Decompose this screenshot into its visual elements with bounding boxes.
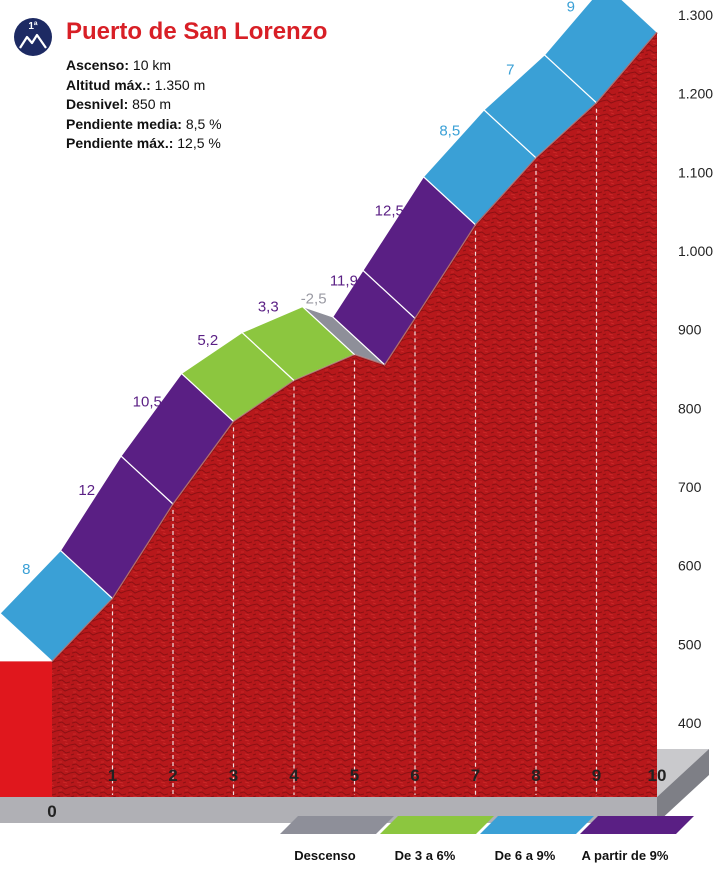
segment-gradient-label: 12 <box>78 482 95 499</box>
km-tick-label: 9 <box>592 766 601 785</box>
altitude-tick-label: 1.200 <box>678 86 713 102</box>
altitude-tick-label: 600 <box>678 558 702 574</box>
legend-item-9-plus: A partir de 9% <box>570 812 694 868</box>
gradient-legend: Descenso De 3 a 6% De 6 a 9% A partir de… <box>270 812 710 868</box>
segment-edge <box>535 102 598 160</box>
km-tick-label: 0 <box>47 802 56 821</box>
base-side-face <box>657 749 709 823</box>
stat-value: 10 km <box>132 57 172 73</box>
legend-label: De 3 a 6% <box>394 848 456 863</box>
segment-edge <box>111 503 174 600</box>
stat-value: 1.350 m <box>154 76 206 93</box>
stat-value: 12,5 % <box>177 135 221 151</box>
stat-label: Pendiente media: <box>66 115 182 132</box>
segment-gradient-label: 9 <box>567 0 575 15</box>
altitude-tick-label: 500 <box>678 636 702 652</box>
altitude-tick-label: 1.000 <box>678 243 713 259</box>
segment-edge <box>51 598 114 663</box>
stat-elevation-gain: Desnivel: 850 m <box>66 95 222 115</box>
stat-label: Desnivel: <box>66 96 129 112</box>
legend-item-descent: Descenso <box>270 812 394 868</box>
category-badge: 1ª <box>14 18 52 56</box>
km-tick-label: 7 <box>471 766 480 785</box>
stat-value: 850 m <box>132 96 172 112</box>
stat-label: Pendiente máx.: <box>66 135 174 151</box>
legend-label: De 6 a 9% <box>494 848 556 863</box>
altitude-tick-label: 700 <box>678 479 702 495</box>
km-tick-label: 3 <box>229 766 238 785</box>
km-tick-label: 6 <box>410 766 419 785</box>
altitude-tick-label: 900 <box>678 322 702 338</box>
segment-gradient-label: 3,3 <box>258 299 279 316</box>
km-tick-label: 10 <box>648 766 667 785</box>
terrain-front <box>52 32 657 797</box>
mountain-icon <box>19 33 47 49</box>
stat-label: Altitud máx.: <box>66 76 151 93</box>
segment-edge <box>414 224 477 320</box>
stat-average-gradient: Pendiente media: 8,5 % <box>66 115 222 135</box>
legend-label: A partir de 9% <box>581 848 669 863</box>
segment-gradient-label: 8,5 <box>439 122 460 139</box>
legend-item-6-9: De 6 a 9% <box>470 812 594 868</box>
segment-edge <box>172 421 235 506</box>
segment-gradient-label: 5,2 <box>197 332 218 349</box>
legend-item-3-6: De 3 a 6% <box>370 812 494 868</box>
segment-edge <box>293 354 355 382</box>
climb-stats: Ascenso: 10 km Altitud máx.: 1.350 m Des… <box>66 56 222 154</box>
stat-label: Ascenso: <box>66 57 130 73</box>
km-tick-label: 8 <box>531 766 540 785</box>
segment-edge <box>383 318 416 366</box>
km-tick-label: 1 <box>108 766 117 785</box>
altitude-tick-label: 1.300 <box>678 7 713 23</box>
stat-ascent: Ascenso: 10 km <box>66 56 222 76</box>
segment-gradient-label: 8 <box>22 561 30 578</box>
segment-gradient-label: 11,9 <box>330 273 358 290</box>
segment-edge <box>474 157 537 226</box>
climb-info-panel: 1ª Puerto de San Lorenzo Ascenso: 10 km … <box>4 6 327 156</box>
legend-swatch-9-plus <box>580 816 694 834</box>
stat-max-altitude: Altitud máx.: 1.350 m <box>66 76 222 96</box>
segment-edge <box>595 31 658 104</box>
legend-label: Descenso <box>294 848 356 863</box>
altitude-tick-label: 1.100 <box>678 164 713 180</box>
climb-title: Puerto de San Lorenzo <box>66 18 328 45</box>
segment-gradient-label: 12,5 <box>375 203 404 220</box>
km-tick-label: 4 <box>289 766 299 785</box>
altitude-tick-label: 800 <box>678 400 702 416</box>
segment-edge <box>354 354 386 367</box>
km-tick-label: 5 <box>350 766 359 785</box>
category-badge-text: 1ª <box>28 21 38 32</box>
segment-gradient-label: 7 <box>506 61 514 78</box>
segment-gradient-label: -2,5 <box>301 291 327 308</box>
stat-max-gradient: Pendiente máx.: 12,5 % <box>66 134 222 154</box>
altitude-tick-label: 400 <box>678 715 702 731</box>
km-tick-label: 2 <box>168 766 177 785</box>
segment-edge <box>232 380 295 423</box>
start-block <box>0 661 52 797</box>
segment-gradient-label: 10,5 <box>133 394 162 411</box>
stat-value: 8,5 % <box>185 115 222 132</box>
